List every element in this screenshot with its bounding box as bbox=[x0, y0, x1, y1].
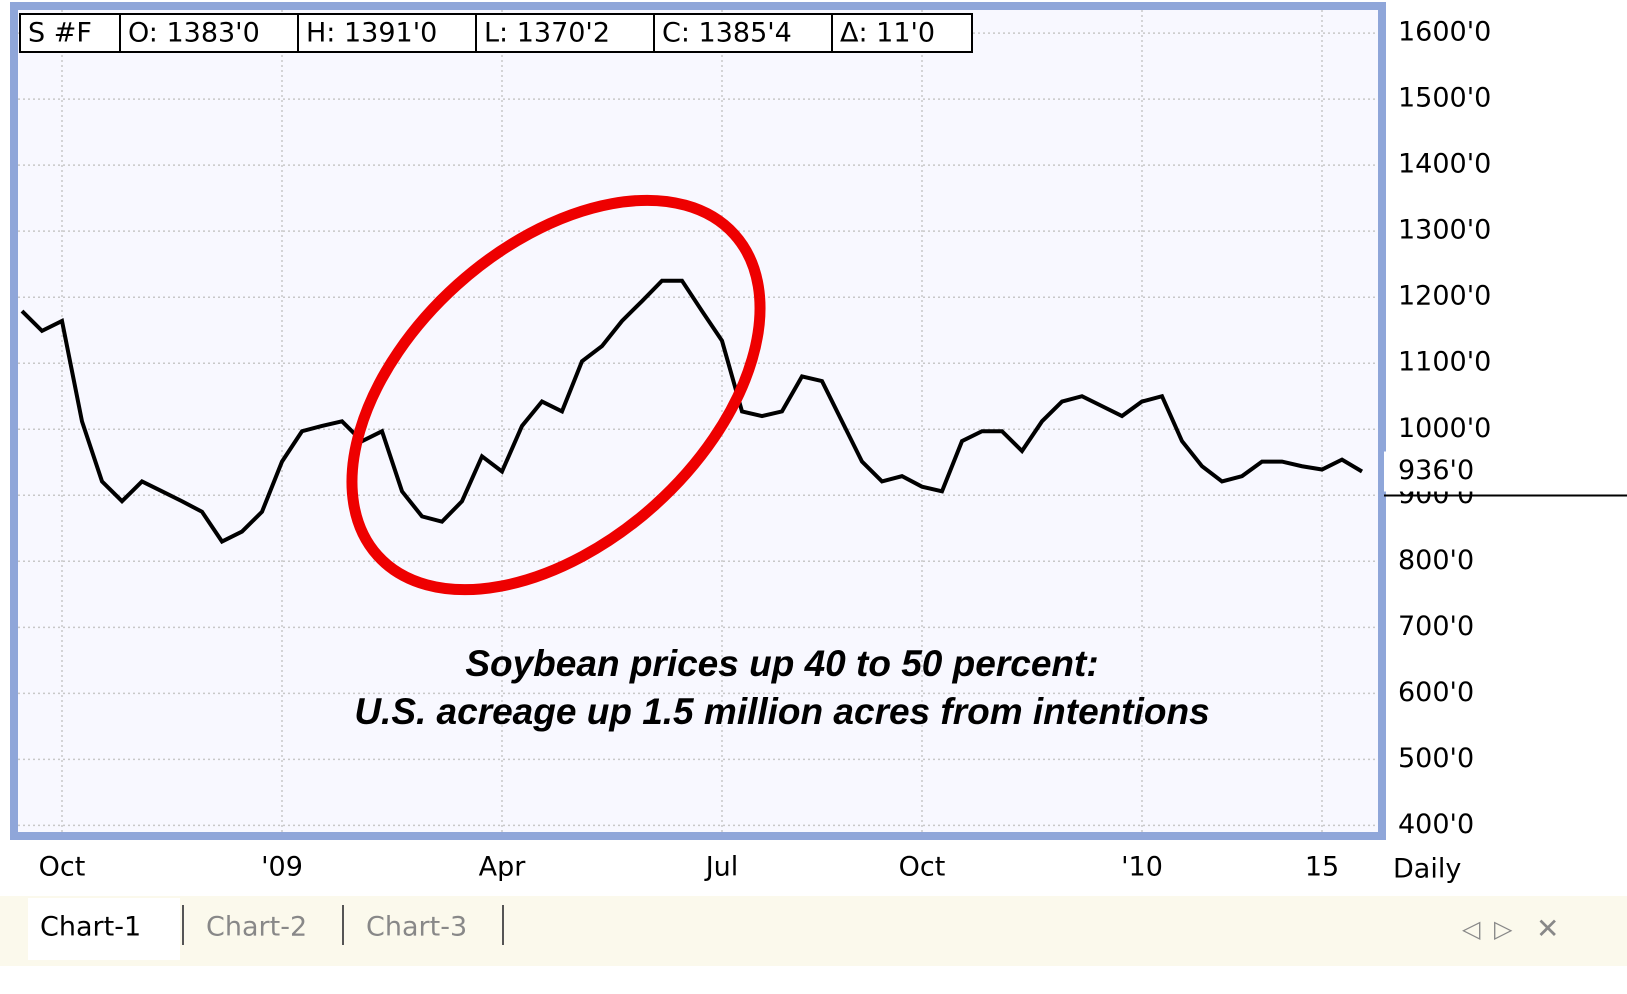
x-tick-label: '10 bbox=[1121, 852, 1163, 883]
y-tick-label: 1200'0 bbox=[1398, 281, 1491, 312]
marks bbox=[20, 278, 1364, 545]
plot-frame bbox=[10, 2, 1386, 840]
grid bbox=[18, 10, 1378, 832]
tab[interactable]: Chart-3 bbox=[366, 912, 467, 943]
last-price-bg bbox=[1384, 451, 1627, 492]
last-price-label: 936'0 bbox=[1398, 455, 1474, 486]
nav-prev[interactable]: ◁ bbox=[1462, 915, 1481, 943]
y-tick-label: 1300'0 bbox=[1398, 215, 1491, 246]
y-tick-label: 600'0 bbox=[1398, 677, 1474, 708]
annotation: U.S. acreage up 1.5 million acres from i… bbox=[354, 691, 1209, 732]
tab-bar bbox=[0, 896, 1627, 966]
x-tick-label: Oct bbox=[39, 852, 86, 883]
y-tick-label: 800'0 bbox=[1398, 545, 1474, 576]
x-tick-label: Apr bbox=[479, 852, 527, 883]
tabs: Chart-1 Chart-2 Chart-3 bbox=[28, 898, 504, 960]
y-tick-label: 1600'0 bbox=[1398, 17, 1491, 48]
tab[interactable]: Chart-2 bbox=[206, 912, 307, 943]
y-tick-label: 1100'0 bbox=[1398, 347, 1491, 378]
x-tick-label: Oct bbox=[899, 852, 946, 883]
header-cell bbox=[831, 13, 973, 53]
price-line bbox=[20, 278, 1364, 545]
nav-next[interactable]: ▷ bbox=[1494, 915, 1513, 943]
y-tick-label: 1500'0 bbox=[1398, 83, 1491, 114]
tab[interactable]: Chart-1 bbox=[40, 912, 141, 943]
x-tick-label: '09 bbox=[261, 852, 303, 883]
header-text: Δ: 11'0 bbox=[840, 18, 935, 49]
header-cell bbox=[475, 13, 655, 53]
x-tick-label: Jul bbox=[704, 852, 739, 883]
y-tick-label: 400'0 bbox=[1398, 809, 1474, 840]
tab-active[interactable] bbox=[28, 898, 180, 960]
header-text: S #F bbox=[28, 18, 92, 49]
header-text: O: 1383'0 bbox=[128, 18, 260, 49]
x-tick-label: 15 bbox=[1305, 852, 1339, 883]
y-tick-label: 1000'0 bbox=[1398, 413, 1491, 444]
close[interactable]: ✕ bbox=[1536, 912, 1559, 945]
header: S #F O: 1383'0 H: 1391'0 L: 1370'2 C: 1385'4… bbox=[19, 13, 973, 53]
header-cell bbox=[119, 13, 299, 53]
header-cell bbox=[653, 13, 833, 53]
header-text: C: 1385'4 bbox=[662, 18, 792, 49]
header-cell bbox=[297, 13, 477, 53]
y-tick-label: 500'0 bbox=[1398, 743, 1474, 774]
annotation: Soybean prices up 40 to 50 percent: bbox=[465, 643, 1098, 684]
highlight-ellipse bbox=[346, 194, 766, 596]
header-text: L: 1370'2 bbox=[484, 18, 610, 49]
y-tick-label: 1400'0 bbox=[1398, 149, 1491, 180]
y-tick-label: 700'0 bbox=[1398, 611, 1474, 642]
period-label: Daily bbox=[1393, 854, 1461, 885]
header-text: H: 1391'0 bbox=[306, 18, 437, 49]
